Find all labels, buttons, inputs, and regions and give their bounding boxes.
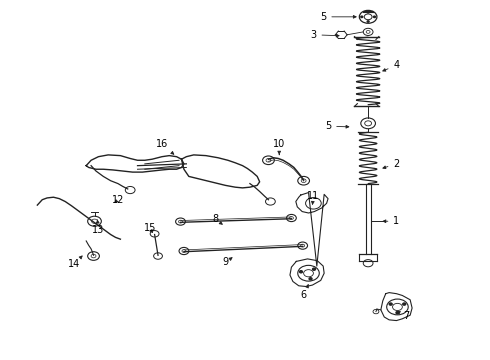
Text: 1: 1 — [383, 216, 399, 226]
Text: 3: 3 — [310, 30, 339, 40]
Text: 14: 14 — [68, 256, 82, 269]
Text: 5: 5 — [325, 121, 349, 131]
Text: 4: 4 — [383, 60, 399, 71]
Text: 10: 10 — [273, 139, 285, 155]
Circle shape — [396, 312, 399, 314]
Circle shape — [299, 271, 302, 273]
Circle shape — [361, 16, 363, 18]
Circle shape — [373, 16, 375, 18]
Text: 6: 6 — [300, 285, 308, 301]
Text: 7: 7 — [397, 311, 409, 321]
Circle shape — [367, 21, 369, 22]
Text: 15: 15 — [144, 224, 156, 233]
Text: 12: 12 — [112, 195, 124, 205]
Circle shape — [367, 12, 369, 13]
Text: 2: 2 — [383, 159, 399, 169]
Text: 13: 13 — [92, 220, 104, 235]
Circle shape — [403, 303, 406, 305]
Circle shape — [309, 278, 312, 280]
Circle shape — [389, 303, 392, 305]
Text: 5: 5 — [320, 12, 356, 22]
Circle shape — [313, 268, 316, 270]
Text: 9: 9 — [222, 257, 232, 267]
Text: 8: 8 — [213, 215, 222, 224]
Text: 11: 11 — [307, 191, 319, 204]
Text: 16: 16 — [156, 139, 174, 154]
